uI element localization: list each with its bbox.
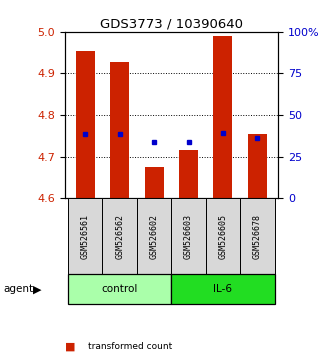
Bar	[137, 198, 171, 274]
Text: GSM526602: GSM526602	[150, 214, 159, 259]
Text: ■: ■	[65, 342, 75, 352]
Bar	[171, 198, 206, 274]
Bar	[213, 36, 232, 198]
Text: GSM526603: GSM526603	[184, 214, 193, 259]
Bar	[248, 134, 267, 198]
Text: IL-6: IL-6	[213, 284, 232, 295]
Text: GSM526561: GSM526561	[81, 214, 90, 259]
Text: ▶: ▶	[33, 284, 42, 295]
Bar	[171, 274, 275, 304]
Title: GDS3773 / 10390640: GDS3773 / 10390640	[100, 18, 243, 31]
Text: transformed count: transformed count	[88, 342, 172, 352]
Text: GSM526562: GSM526562	[115, 214, 124, 259]
Bar	[102, 198, 137, 274]
Bar	[68, 198, 102, 274]
Text: GSM526678: GSM526678	[253, 214, 262, 259]
Text: agent: agent	[3, 284, 33, 295]
Bar	[145, 167, 164, 198]
Bar	[76, 51, 95, 198]
Bar	[68, 274, 171, 304]
Bar	[179, 150, 198, 198]
Bar	[110, 62, 129, 198]
Bar	[206, 198, 240, 274]
Text: control: control	[102, 284, 138, 295]
Bar	[240, 198, 275, 274]
Text: GSM526605: GSM526605	[218, 214, 227, 259]
